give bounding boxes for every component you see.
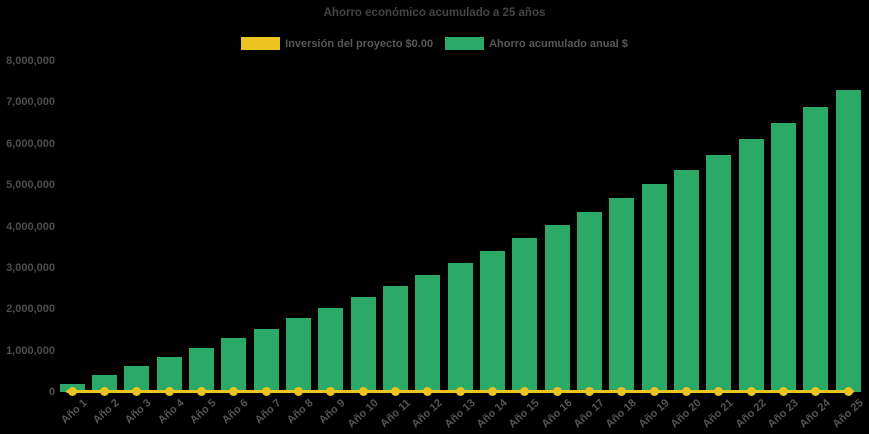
- legend-label-inversion: Inversión del proyecto $0.00: [285, 37, 434, 50]
- inversion-line-marker: [682, 387, 692, 397]
- x-axis-label: Año 10: [345, 397, 381, 431]
- bar-año-24: [803, 107, 829, 392]
- inversion-line-marker: [132, 387, 142, 397]
- inversion-line-marker: [358, 387, 368, 397]
- inversion-line-marker: [229, 387, 239, 397]
- x-axis-label: Año 1: [58, 397, 90, 427]
- bar-año-25: [835, 90, 861, 392]
- inversion-line-marker: [488, 387, 498, 397]
- bar-año-14: [480, 250, 506, 392]
- inversion-line-marker: [714, 387, 724, 397]
- bar-año-19: [641, 184, 667, 392]
- x-axis-label: Año 12: [409, 397, 445, 431]
- x-axis-label: Año 24: [797, 397, 833, 431]
- x-axis-label: Año 23: [765, 397, 801, 431]
- bar-año-15: [512, 238, 538, 392]
- inversion-line-marker: [649, 387, 659, 397]
- bar-año-10: [350, 297, 376, 392]
- x-axis-label: Año 8: [284, 397, 316, 427]
- y-axis-label: 8,000,000: [6, 55, 55, 67]
- inversion-line-marker: [843, 387, 853, 397]
- inversion-line-marker: [455, 387, 465, 397]
- chart-title: Ahorro económico acumulado a 25 años: [323, 7, 546, 19]
- bar-año-4: [156, 357, 182, 392]
- bar-año-22: [738, 139, 764, 392]
- inversion-line-marker: [326, 387, 336, 397]
- x-axis-label: Año 21: [700, 397, 736, 431]
- bar-año-17: [577, 211, 603, 392]
- x-axis-label: Año 7: [252, 397, 284, 427]
- y-axis-label: 6,000,000: [6, 137, 55, 150]
- inversion-line-marker: [617, 387, 627, 397]
- x-axis-label: Año 5: [187, 397, 219, 427]
- y-axis-label: 2,000,000: [6, 303, 55, 316]
- inversion-line-marker: [746, 387, 756, 397]
- y-axis-label: 3,000,000: [6, 261, 55, 274]
- inversion-line-marker: [197, 387, 207, 397]
- bar-año-7: [253, 328, 279, 392]
- bar-año-21: [706, 154, 732, 392]
- y-axis-label: 4,000,000: [6, 220, 55, 233]
- x-axis-label: Año 25: [829, 397, 866, 431]
- bar-año-12: [415, 274, 441, 392]
- inversion-line-marker: [423, 387, 433, 397]
- y-axis-label: 0: [48, 386, 55, 398]
- legend: Inversión del proyecto $0.00 Ahorro acum…: [0, 37, 869, 50]
- legend-item-inversion: Inversión del proyecto $0.00: [241, 37, 433, 50]
- bar-año-11: [383, 285, 409, 392]
- inversion-line-marker: [67, 387, 77, 397]
- x-axis-label: Año 4: [155, 397, 187, 427]
- x-axis-label: Año 22: [732, 397, 769, 431]
- bar-año-6: [221, 338, 247, 392]
- bar-año-2: [92, 375, 118, 392]
- inversion-line-marker: [552, 387, 562, 397]
- bar-año-20: [674, 169, 700, 392]
- y-axis-label: 7,000,000: [6, 96, 55, 109]
- x-axis-label: Año 18: [603, 397, 639, 431]
- bar-año-13: [447, 262, 473, 392]
- x-axis-label: Año 3: [123, 397, 154, 427]
- x-axis-label: Año 15: [506, 397, 542, 431]
- x-axis-label: Año 2: [90, 397, 122, 427]
- inversion-line-marker: [100, 387, 110, 397]
- inversion-line-marker: [391, 387, 401, 397]
- x-axis-label: Año 20: [668, 397, 704, 431]
- inversion-line-marker: [520, 387, 530, 397]
- bar-año-23: [771, 123, 797, 392]
- x-axis-label: Año 6: [220, 397, 251, 427]
- x-axis-label: Año 19: [635, 397, 672, 431]
- inversion-line-marker: [585, 387, 595, 397]
- bar-año-9: [318, 307, 344, 392]
- bar-año-5: [189, 348, 215, 392]
- x-axis-label: Año 9: [317, 397, 348, 427]
- inversion-line-marker: [811, 387, 821, 397]
- bar-año-8: [286, 318, 312, 392]
- inversion-line-marker: [261, 387, 271, 397]
- legend-label-ahorro: Ahorro acumulado anual $: [489, 37, 628, 50]
- bar-año-18: [609, 198, 635, 392]
- x-axis-label: Año 16: [538, 397, 575, 431]
- inversion-line-marker: [779, 387, 789, 397]
- x-axis-label: Año 14: [474, 397, 510, 431]
- x-axis-label: Año 13: [442, 397, 478, 431]
- legend-swatch-ahorro: [445, 37, 485, 50]
- legend-swatch-inversion: [241, 37, 281, 50]
- x-axis-label: Año 17: [571, 397, 607, 431]
- inversion-line-marker: [164, 387, 174, 397]
- y-axis-label: 5,000,000: [6, 179, 55, 192]
- x-axis-label: Año 11: [377, 397, 413, 431]
- y-axis-label: 1,000,000: [6, 344, 55, 357]
- inversion-line-marker: [294, 387, 304, 397]
- bar-año-16: [544, 225, 570, 392]
- legend-item-ahorro: Ahorro acumulado anual $: [445, 37, 628, 50]
